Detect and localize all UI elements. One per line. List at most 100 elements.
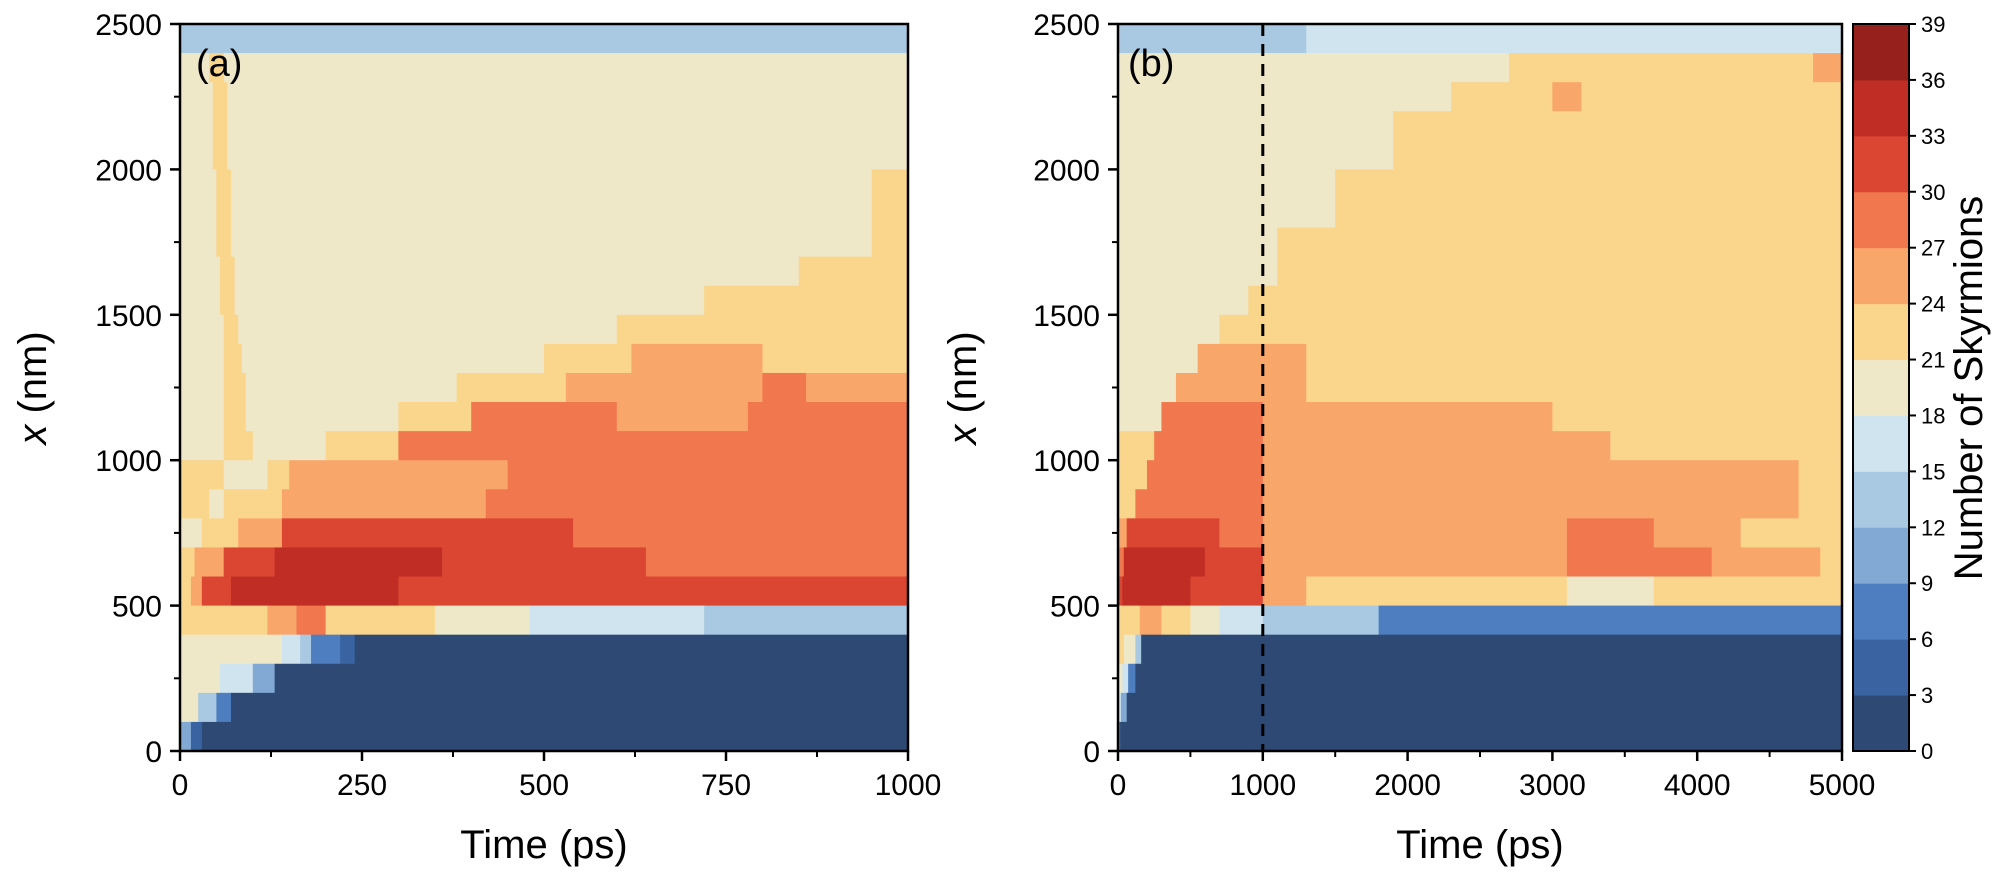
panel-b-cell-19-2 — [1128, 663, 1136, 694]
panel-a-cell-9-0 — [180, 402, 225, 432]
panel-a-cell-4-1 — [220, 256, 236, 287]
panel-a-ticks: 0 250 500 750 1000 0 500 1000 1500 2000 2500 — [95, 9, 941, 802]
panel-a-y-tick-label-2: 1000 — [95, 445, 162, 478]
panel-b-x-tick-label-2: 2000 — [1374, 769, 1441, 802]
panel-a-cell-14-3 — [274, 547, 443, 578]
colorbar-tick-label-8: 24 — [1921, 292, 1945, 317]
panel-b-cell-7-1 — [1219, 314, 1843, 345]
panel-b-x-tick-label-0: 0 — [1110, 769, 1127, 802]
panel-a-cell-7-4 — [631, 343, 763, 374]
panel-b-x-tick-label-3: 3000 — [1519, 769, 1586, 802]
panel-a-cell-6-0 — [180, 314, 225, 345]
panel-a-cell-7-0 — [180, 343, 225, 374]
panel-b-cell-6-0 — [1118, 285, 1249, 316]
panel-b-cell-0-0 — [1118, 24, 1307, 54]
colorbar-segment-9 — [1853, 191, 1909, 249]
panel-a-cell-20-2 — [201, 721, 909, 752]
panel-a-cell-16-1 — [223, 605, 268, 636]
colorbar-tick-label-11: 33 — [1921, 124, 1945, 149]
panel-b-cell-14-6 — [1740, 518, 1843, 549]
colorbar-segment-7 — [1853, 303, 1909, 361]
panel-a-cell-12-2 — [223, 489, 283, 519]
panel-a-cell-16-2 — [267, 605, 298, 636]
panel-b-y-tick-label-1: 500 — [1050, 591, 1100, 624]
panel-a-cell-16-4 — [325, 605, 436, 636]
panel-b-cell-17-6 — [1378, 605, 1843, 636]
panel-b-cell-15-5 — [1711, 547, 1821, 578]
colorbar-segment-4 — [1853, 471, 1909, 528]
panel-b-cell-18-2 — [1135, 634, 1142, 665]
colorbar-tick-label-6: 18 — [1921, 403, 1945, 428]
colorbar-frame — [1852, 23, 1910, 752]
panel-b-cell-5-0 — [1118, 227, 1278, 287]
colorbar-tick-label-5: 15 — [1921, 459, 1945, 484]
panel-a-cell-8-1 — [223, 372, 247, 403]
panel-b-cell-12-3 — [1552, 460, 1800, 490]
panel-a-cell-5-0 — [180, 285, 221, 316]
panel-a-cell-8-2 — [245, 372, 458, 403]
panel-b-ticks: 0 1000 2000 3000 4000 5000 0 500 1000 1500 2000 250… — [1033, 9, 1875, 802]
panel-a-y-axis-unit: (nm) — [11, 331, 55, 424]
panel-b-cell-21-1 — [1120, 721, 1843, 752]
panel-b-y-axis-unit: (nm) — [941, 331, 985, 424]
panel-a-cell-20-1 — [190, 721, 203, 752]
panel-a-cell-12-0 — [180, 489, 210, 519]
panel-a-label: (a) — [196, 43, 242, 85]
panel-b-cell-11-2 — [1262, 431, 1611, 461]
panel-b-cell-11-0 — [1118, 431, 1155, 461]
panel-a-cell-19-0 — [180, 692, 199, 723]
panel-b-cell-17-0 — [1118, 605, 1141, 636]
panel-a-cell-10-0 — [180, 431, 225, 461]
panel-b-cell-17-1 — [1139, 605, 1163, 636]
panel-a-y-tick-label-3: 1500 — [95, 300, 162, 333]
panel-b-cell-2-2 — [1552, 82, 1582, 112]
colorbar-segment-8 — [1853, 247, 1909, 305]
panel-a-cell-19-3 — [230, 692, 909, 723]
panel-a-cell-14-2 — [223, 547, 276, 578]
colorbar-segment-6 — [1853, 359, 1909, 416]
panel-b-y-tick-label-5: 2500 — [1033, 9, 1100, 42]
panel-a-cell-6-1 — [223, 314, 239, 345]
panel-b-cell-18-1 — [1123, 634, 1136, 665]
panel-a-cell-18-0 — [180, 663, 221, 694]
panel-b-cell-0-1 — [1306, 24, 1843, 54]
panel-a-cell-15-0 — [180, 576, 192, 607]
panel-a-cell-19-1 — [198, 692, 217, 723]
panel-b-cell-10-0 — [1118, 402, 1163, 432]
panel-a-cell-10-2 — [252, 431, 327, 461]
panel-b-cell-12-0 — [1118, 460, 1148, 490]
panel-a-cell-6-2 — [238, 314, 618, 345]
panel-a-cell-13-3 — [281, 518, 574, 549]
panel-b-cell-14-2 — [1219, 518, 1264, 549]
panel-b-cell-15-0 — [1118, 547, 1125, 578]
panel-a-cell-9-1 — [223, 402, 247, 432]
panel-b-cell-17-4 — [1219, 605, 1264, 636]
panel-a-y-axis-var: x — [11, 423, 55, 447]
panel-b-cell-16-5 — [1566, 576, 1655, 607]
panel-a-cell-7-3 — [544, 343, 632, 374]
panel-a-cell-13-2 — [238, 518, 283, 549]
panel-a-cell-11-2 — [267, 460, 290, 490]
panel-b-cell-19-3 — [1135, 663, 1843, 694]
panel-a-cell-16-0 — [180, 605, 225, 636]
panel-b-cell-13-3 — [1552, 489, 1800, 519]
panel-a-cell-15-2 — [201, 576, 232, 607]
panel-b-cell-12-4 — [1798, 460, 1843, 490]
panel-b-cell-15-4 — [1566, 547, 1713, 578]
panel-b-cell-6-1 — [1248, 285, 1843, 316]
panel-b-cell-8-1 — [1197, 343, 1307, 374]
colorbar-tick-label-2: 6 — [1921, 627, 1933, 652]
panel-a-cell-4-2 — [234, 256, 800, 287]
panel-b-y-axis-var: x — [941, 423, 985, 447]
panel-a-cell-6-3 — [616, 314, 909, 345]
panel-a-cell-2-0 — [180, 82, 214, 170]
panel-a-cell-1-2 — [223, 53, 909, 83]
panel-b-cell-17-3 — [1190, 605, 1220, 636]
panel-b-cell-9-1 — [1175, 372, 1307, 403]
colorbar-segment-12 — [1853, 24, 1909, 81]
panel-b-cell-8-0 — [1118, 343, 1199, 374]
panel-b-cell-12-2 — [1262, 460, 1553, 490]
panel-a-cell-3-1 — [216, 169, 232, 258]
panel-a-cell-15-3 — [230, 576, 399, 607]
